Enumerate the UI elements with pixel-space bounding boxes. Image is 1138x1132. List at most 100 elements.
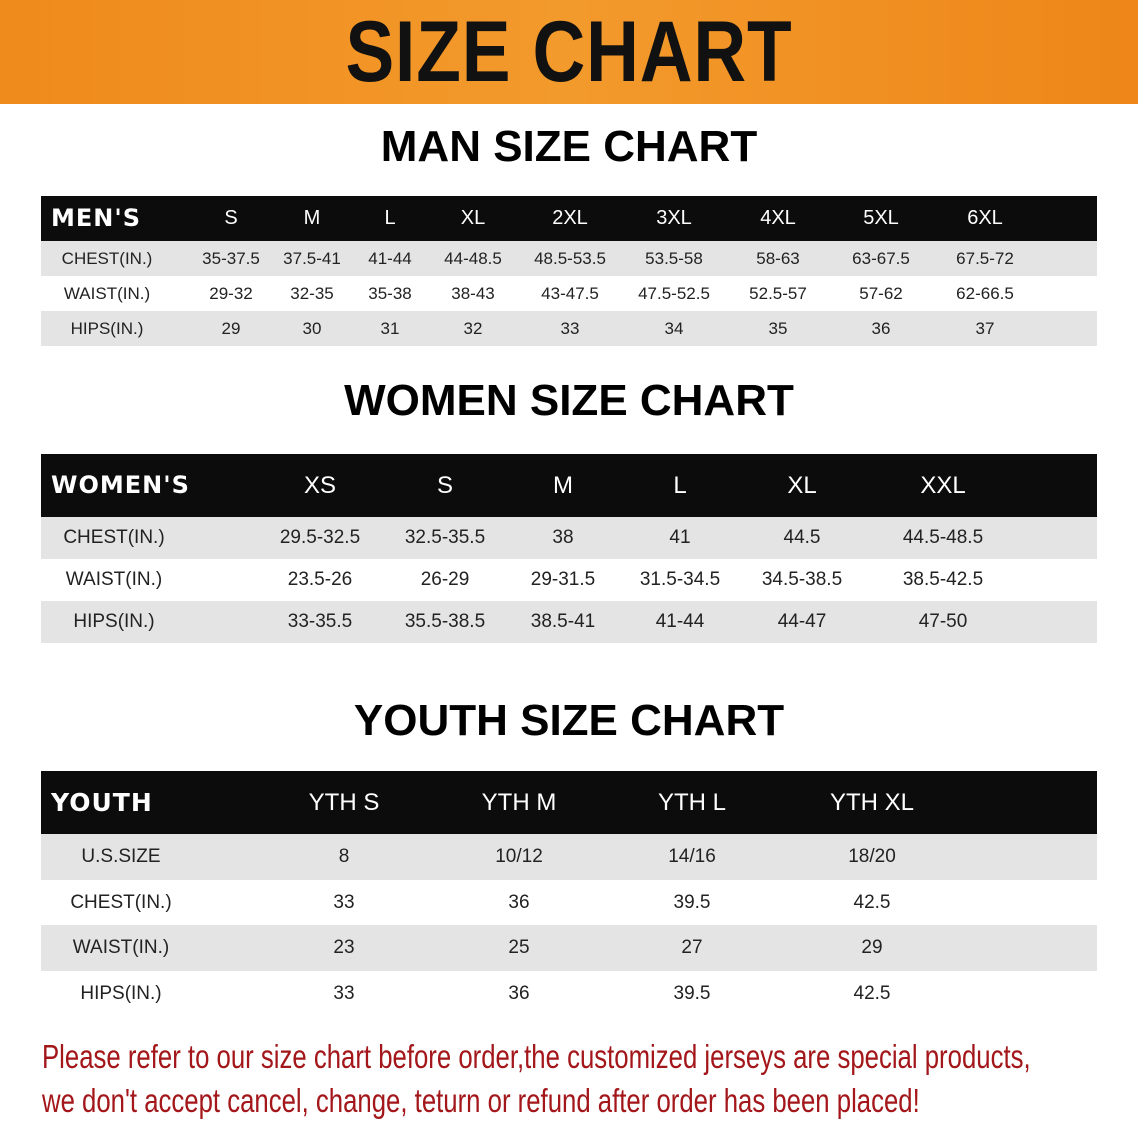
measurement-label: CHEST(IN.) — [70, 891, 172, 913]
measurement-value: 48.5-53.5 — [534, 249, 606, 268]
measurement-label: CHEST(IN.) — [63, 527, 165, 548]
measurement-value: 29-32 — [209, 284, 253, 303]
size-column-header: M — [553, 472, 573, 499]
measurement-label: CHEST(IN.) — [61, 249, 153, 268]
measurement-value: 42.5 — [853, 891, 891, 913]
measurement-value: 33 — [333, 891, 355, 913]
measurement-value: 38 — [552, 527, 574, 548]
measurement-label: HIPS(IN.) — [80, 982, 162, 1004]
notice-line-2: we don't accept cancel, change, teturn o… — [42, 1082, 920, 1119]
measurement-label: HIPS(IN.) — [70, 319, 144, 338]
youth-size-table: YOUTH YTH S YTH M YTH L YTH XL U.S.SIZE 8 10/12… — [41, 771, 1097, 1016]
measurement-value: 35-38 — [368, 284, 412, 303]
size-column-header: XXL — [920, 472, 966, 499]
measurement-value: 32-35 — [290, 284, 334, 303]
measurement-label: U.S.SIZE — [81, 846, 161, 867]
measurement-value: 32 — [463, 319, 483, 338]
measurement-value: 23.5-26 — [287, 569, 353, 590]
size-column-header: 6XL — [967, 207, 1003, 229]
measurement-value: 39.5 — [673, 982, 711, 1004]
measurement-value: 41-44 — [655, 611, 705, 632]
size-column-header: YTH S — [308, 789, 380, 816]
measurement-value: 10/12 — [495, 846, 543, 867]
measurement-value: 35.5-38.5 — [404, 611, 486, 632]
measurement-value: 27 — [681, 937, 703, 958]
measurement-value: 32.5-35.5 — [404, 527, 486, 548]
measurement-value: 35 — [768, 319, 788, 338]
measurement-value: 47-50 — [918, 611, 968, 632]
measurement-value: 57-62 — [859, 284, 903, 303]
table-header-label: YOUTH — [51, 788, 153, 817]
measurement-value: 34.5-38.5 — [761, 569, 843, 590]
measurement-value: 25 — [508, 937, 530, 958]
measurement-value: 41-44 — [368, 249, 412, 268]
measurement-value: 62-66.5 — [956, 284, 1014, 303]
measurement-value: 44-47 — [777, 611, 827, 632]
size-column-header: L — [673, 472, 687, 499]
measurement-value: 18/20 — [848, 846, 896, 867]
table-header-label: MEN'S — [51, 204, 141, 232]
page-title: SIZE CHART — [345, 4, 793, 100]
measurement-value: 37.5-41 — [283, 249, 341, 268]
measurement-value: 33 — [333, 982, 355, 1004]
table-row: HIPS(IN.) 33 36 39.5 42.5 — [41, 970, 1097, 1016]
size-column-header: XS — [303, 472, 337, 499]
notice-line-1: Please refer to our size chart before or… — [42, 1038, 1031, 1075]
measurement-value: 26-29 — [420, 569, 470, 590]
size-column-header: S — [224, 207, 238, 229]
measurement-value: 8 — [338, 846, 350, 867]
size-column-header: S — [436, 472, 454, 499]
table-row: CHEST(IN.) 35-37.5 37.5-41 41-44 44-48.5 48.5… — [41, 241, 1097, 276]
measurement-value: 30 — [302, 319, 322, 338]
measurement-value: 36 — [508, 982, 530, 1004]
size-column-header: M — [303, 207, 321, 229]
women-size-table: WOMEN'S XS S M L XL XXL CHEST(IN.) 29.5-32.5 32.5… — [41, 454, 1097, 643]
table-header-row: MEN'S S M L XL 2XL 3XL 4XL 5XL 6XL — [41, 196, 1097, 241]
measurement-value: 39.5 — [673, 891, 711, 913]
measurement-value: 33-35.5 — [287, 611, 353, 632]
measurement-value: 31 — [380, 319, 400, 338]
measurement-value: 36 — [871, 319, 891, 338]
measurement-value: 44-48.5 — [444, 249, 502, 268]
table-row: U.S.SIZE 8 10/12 14/16 18/20 — [41, 834, 1097, 880]
measurement-value: 63-67.5 — [852, 249, 910, 268]
measurement-value: 36 — [508, 891, 530, 913]
measurement-value: 67.5-72 — [956, 249, 1014, 268]
table-header-row: WOMEN'S XS S M L XL XXL — [41, 454, 1097, 517]
size-column-header: 4XL — [760, 207, 796, 229]
table-row: CHEST(IN.) 29.5-32.5 32.5-35.5 38 41 44.5 44.5… — [41, 517, 1097, 559]
size-column-header: XL — [787, 472, 817, 499]
table-header-label: WOMEN'S — [51, 471, 190, 499]
size-column-header: 3XL — [656, 207, 692, 229]
measurement-value: 43-47.5 — [541, 284, 599, 303]
measurement-value: 52.5-57 — [749, 284, 807, 303]
measurement-value: 41 — [669, 527, 691, 548]
measurement-label: HIPS(IN.) — [73, 611, 155, 632]
measurement-label: WAIST(IN.) — [63, 284, 151, 303]
measurement-label: WAIST(IN.) — [72, 937, 170, 958]
table-row: HIPS(IN.) 29 30 31 32 33 34 35 36 37 — [41, 311, 1097, 346]
size-column-header: 5XL — [863, 207, 899, 229]
measurement-value: 35-37.5 — [202, 249, 260, 268]
measurement-value: 38.5-42.5 — [902, 569, 984, 590]
measurement-value: 29 — [221, 319, 241, 338]
women-heading: WOMEN SIZE CHART — [344, 376, 794, 425]
size-column-header: XL — [460, 207, 486, 229]
men-size-table: MEN'S S M L XL 2XL 3XL 4XL 5XL 6XL CHEST(IN.) 35-37… — [41, 196, 1097, 346]
youth-heading: YOUTH SIZE CHART — [353, 696, 785, 745]
measurement-value: 34 — [664, 319, 684, 338]
title-banner: SIZE CHART — [0, 0, 1138, 104]
size-column-header: 2XL — [552, 207, 588, 229]
measurement-value: 31.5-34.5 — [639, 569, 721, 590]
table-row: WAIST(IN.) 29-32 32-35 35-38 38-43 43-47.5 47.… — [41, 276, 1097, 311]
size-column-header: YTH XL — [829, 789, 915, 816]
table-row: CHEST(IN.) 33 36 39.5 42.5 — [41, 879, 1097, 925]
measurement-label: WAIST(IN.) — [65, 569, 163, 590]
measurement-value: 14/16 — [668, 846, 716, 867]
measurement-value: 44.5 — [783, 527, 821, 548]
measurement-value: 33 — [560, 319, 580, 338]
table-header-row: YOUTH YTH S YTH M YTH L YTH XL — [41, 771, 1097, 834]
men-heading: MAN SIZE CHART — [380, 122, 758, 171]
measurement-value: 38.5-41 — [530, 611, 596, 632]
measurement-value: 58-63 — [756, 249, 800, 268]
